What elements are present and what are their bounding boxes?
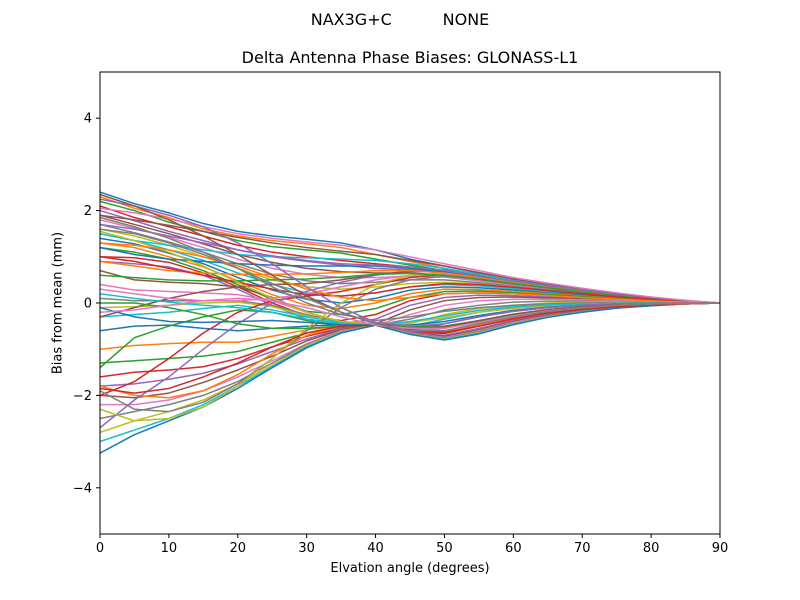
y-tick-label: 0 — [84, 297, 92, 312]
series-line-47 — [100, 207, 720, 304]
series-line-55 — [100, 198, 720, 327]
x-tick-label: 30 — [298, 541, 315, 556]
x-tick-label: 0 — [96, 541, 104, 556]
series-line-44 — [100, 256, 720, 304]
x-tick-label: 80 — [643, 541, 660, 556]
x-axis-label: Elvation angle (degrees) — [330, 561, 490, 576]
x-tick-label: 70 — [574, 541, 591, 556]
x-tick-label: 40 — [367, 541, 384, 556]
y-tick-label: −4 — [73, 481, 92, 496]
series-line-58 — [100, 228, 720, 332]
figure-suptitle: NAX3G+C NONE — [310, 10, 490, 29]
series-line-17 — [100, 283, 720, 326]
series-line-52 — [100, 242, 720, 304]
y-tick-label: 2 — [84, 204, 92, 219]
chart-title: Delta Antenna Phase Biases: GLONASS-L1 — [241, 48, 579, 67]
x-tick-label: 20 — [230, 541, 247, 556]
x-tick-label: 60 — [505, 541, 522, 556]
series-line-54 — [100, 302, 720, 394]
series-line-45 — [100, 223, 720, 304]
y-tick-label: −2 — [73, 389, 92, 404]
series-line-25 — [100, 302, 720, 387]
series-line-27 — [100, 302, 720, 406]
axes-layer: 0 10 20 30 40 50 60 70 80 90 −4 −2 0 2 4 — [73, 71, 729, 556]
series-line-43 — [100, 272, 720, 304]
series-line-3 — [100, 200, 720, 304]
x-tick-label: 10 — [161, 541, 178, 556]
x-tick-label: 50 — [436, 541, 453, 556]
series-layer — [100, 191, 720, 454]
y-tick-label: 4 — [84, 112, 92, 127]
series-line-19 — [100, 301, 720, 326]
x-tick-label: 90 — [712, 541, 729, 556]
